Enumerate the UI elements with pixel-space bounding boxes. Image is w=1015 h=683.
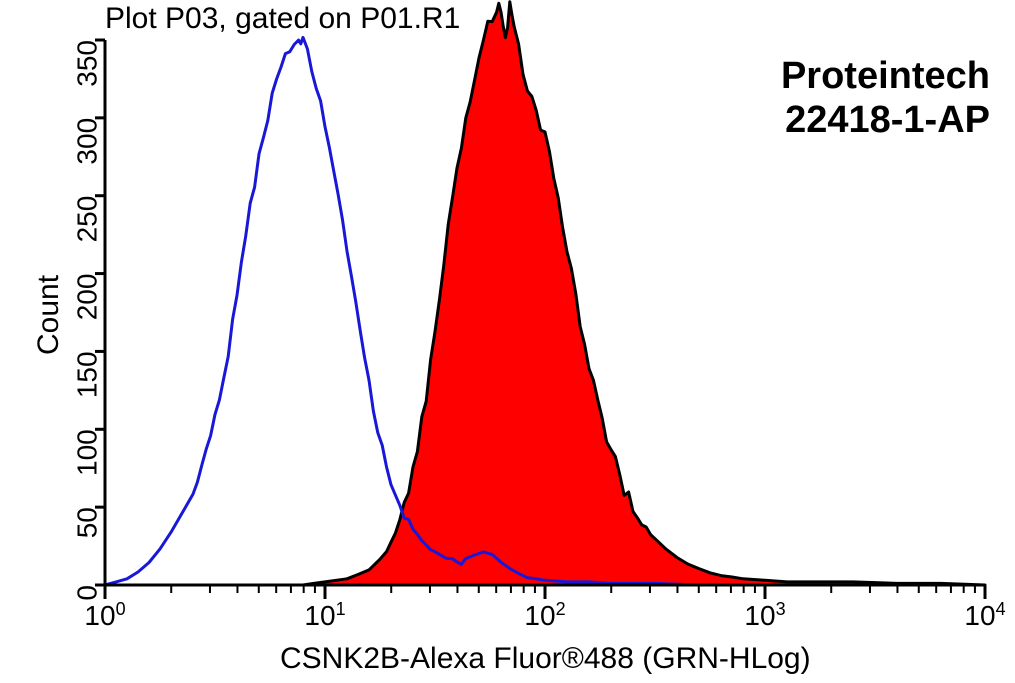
annotation-box: Proteintech 22418-1-AP [781, 55, 990, 142]
x-tick-label: 102 [524, 599, 565, 631]
y-tick-label: 300 [71, 118, 102, 165]
x-tick-label: 104 [964, 599, 1005, 631]
y-tick-label: 250 [71, 196, 102, 243]
x-axis-label: CSNK2B-Alexa Fluor®488 (GRN-HLog) [280, 642, 811, 676]
y-tick-label: 350 [71, 40, 102, 87]
y-tick-label: 150 [71, 351, 102, 398]
y-tick-label: 100 [71, 429, 102, 476]
y-tick-label: 50 [71, 507, 102, 538]
plot-title: Plot P03, gated on P01.R1 [105, 2, 460, 36]
y-tick-label: 0 [71, 585, 102, 601]
y-tick-label: 200 [71, 274, 102, 321]
annotation-line1: Proteintech [781, 55, 990, 99]
x-tick-label: 100 [84, 599, 125, 631]
x-tick-label: 101 [304, 599, 345, 631]
annotation-line2: 22418-1-AP [781, 99, 990, 143]
x-tick-label: 103 [744, 599, 785, 631]
y-axis-label: Count [32, 275, 66, 355]
flow-cytometry-chart: Plot P03, gated on P01.R1 Count CSNK2B-A… [0, 0, 1015, 683]
